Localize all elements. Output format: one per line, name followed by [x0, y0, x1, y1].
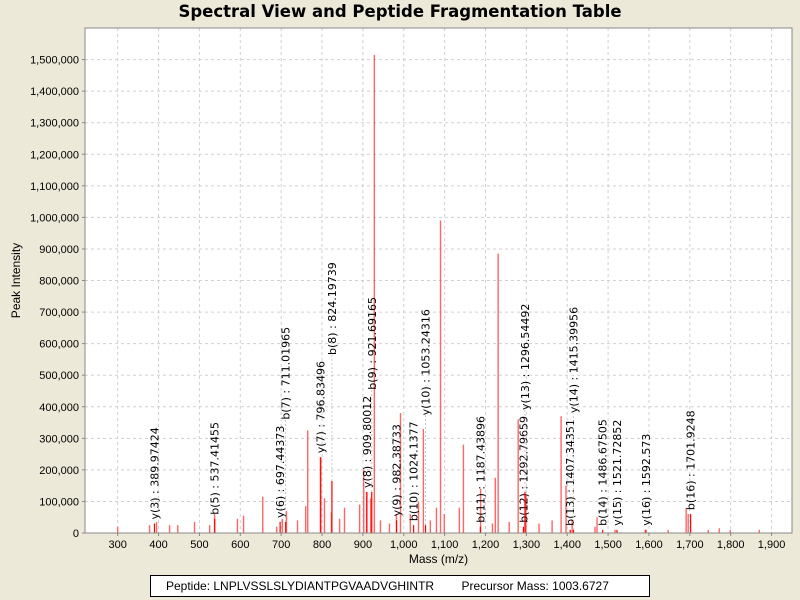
- y-tick-label: 1,100,000: [30, 181, 79, 193]
- y-tick-label: 400,000: [39, 402, 79, 414]
- fragment-annotation: b(12) : 1292.79659: [517, 416, 530, 523]
- fragment-annotation: y(8) : 909.80012: [361, 396, 374, 488]
- x-tick-label: 900: [354, 539, 372, 551]
- x-tick-label: 400: [149, 539, 167, 551]
- y-tick-label: 700,000: [39, 307, 79, 319]
- fragment-annotation: y(13) : 1296.54492: [519, 304, 532, 410]
- peptide-label: Peptide: LNPLVSSLSLYDIANTPGVAADVGHINTR: [166, 579, 435, 593]
- x-tick-label: 1,500: [594, 539, 622, 551]
- x-tick-label: 700: [272, 539, 290, 551]
- y-tick-label: 900,000: [39, 244, 79, 256]
- x-tick-label: 1,200: [472, 539, 500, 551]
- x-tick-label: 300: [109, 539, 127, 551]
- y-tick-label: 1,500,000: [30, 55, 79, 67]
- x-tick-label: 1,400: [553, 539, 581, 551]
- fragment-annotation: y(10) : 1053.24316: [420, 309, 433, 415]
- fragment-annotation: y(16) : 1592.573: [640, 434, 653, 526]
- fragment-annotation: b(7) : 711.01965: [280, 327, 293, 420]
- fragment-annotation: y(7) : 796.83496: [315, 361, 328, 453]
- y-tick-label: 100,000: [39, 496, 79, 508]
- fragment-annotation: y(15) : 1521.72852: [611, 420, 624, 526]
- y-tick-label: 300,000: [39, 433, 79, 445]
- fragment-annotation: b(13) : 1407.34351: [564, 419, 577, 526]
- x-tick-label: 1,000: [390, 539, 418, 551]
- x-tick-label: 800: [313, 539, 331, 551]
- y-axis-label: Peak Intensity: [9, 243, 23, 318]
- y-tick-label: 500,000: [39, 370, 79, 382]
- fragment-annotation: b(9) : 921.69165: [366, 297, 379, 390]
- plot-border: [84, 27, 793, 534]
- y-tick-label: 0: [73, 528, 79, 540]
- x-tick-label: 1,100: [431, 539, 459, 551]
- x-tick-label: 1,300: [513, 539, 541, 551]
- fragment-annotation: b(11) : 1187.43896: [474, 416, 487, 523]
- x-axis-label: Mass (m/z): [409, 552, 468, 566]
- fragment-annotation: y(6) : 697.44373: [274, 426, 287, 518]
- fragment-annotation: y(3) : 389.97424: [148, 427, 161, 519]
- y-tick-label: 1,000,000: [30, 212, 79, 224]
- y-tick-label: 1,400,000: [30, 86, 79, 98]
- x-tick-label: 1,800: [717, 539, 745, 551]
- x-tick-label: 1,900: [758, 539, 786, 551]
- chart-title: Spectral View and Peptide Fragmentation …: [178, 2, 622, 21]
- fragment-annotation: b(14) : 1486.67505: [597, 419, 610, 526]
- y-tick-label: 1,300,000: [30, 118, 79, 130]
- fragment-annotation: y(14) : 1415.39956: [568, 307, 581, 413]
- legend-box: Peptide: LNPLVSSLSLYDIANTPGVAADVGHINTR P…: [150, 575, 650, 597]
- y-tick-label: 200,000: [39, 465, 79, 477]
- y-tick-label: 600,000: [39, 339, 79, 351]
- y-tick-label: 800,000: [39, 276, 79, 288]
- fragment-annotation: y(9) : 982.38733: [391, 424, 404, 516]
- x-tick-label: 600: [231, 539, 249, 551]
- y-tick-label: 1,200,000: [30, 149, 79, 161]
- precursor-mass-label: Precursor Mass: 1003.6727: [461, 579, 609, 593]
- x-tick-label: 500: [190, 539, 208, 551]
- fragment-annotation: b(8) : 824.19739: [326, 262, 339, 355]
- fragment-annotation: b(5) : 537.41455: [209, 422, 222, 515]
- fragment-annotation: b(10) : 1024.1377: [408, 421, 421, 521]
- x-tick-label: 1,600: [635, 539, 663, 551]
- x-tick-label: 1,700: [676, 539, 704, 551]
- fragment-annotation: b(16) : 1701.9248: [685, 410, 698, 510]
